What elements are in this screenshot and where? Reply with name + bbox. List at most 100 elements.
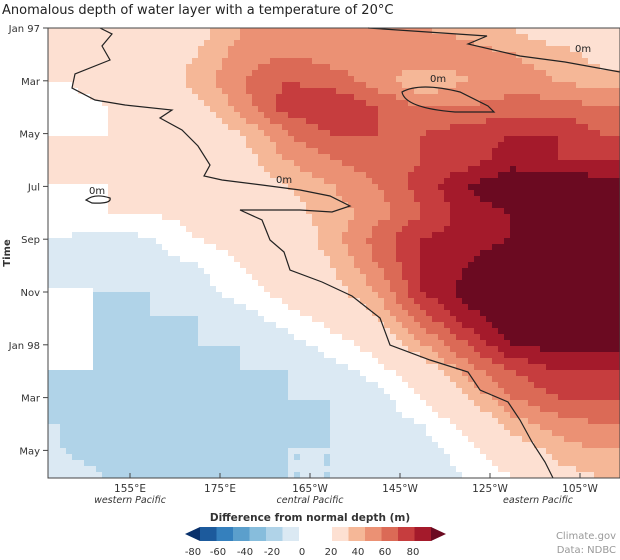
heatmap-cell bbox=[156, 142, 163, 149]
heatmap-cell bbox=[282, 52, 289, 59]
heatmap-cell bbox=[366, 184, 373, 191]
heatmap-cell bbox=[426, 58, 433, 65]
heatmap-cell bbox=[456, 172, 463, 179]
heatmap-cell bbox=[540, 226, 547, 233]
heatmap-cell bbox=[546, 118, 553, 125]
heatmap-cell bbox=[126, 28, 133, 35]
heatmap-cell bbox=[270, 304, 277, 311]
heatmap-cell bbox=[438, 280, 445, 287]
heatmap-cell bbox=[588, 214, 595, 221]
heatmap-cell bbox=[516, 226, 523, 233]
heatmap-cell bbox=[372, 280, 379, 287]
heatmap-cell bbox=[510, 238, 517, 245]
heatmap-cell bbox=[438, 46, 445, 53]
heatmap-cell bbox=[294, 136, 301, 143]
heatmap-cell bbox=[102, 328, 109, 335]
heatmap-cell bbox=[234, 268, 241, 275]
heatmap-cell bbox=[456, 286, 463, 293]
heatmap-cell bbox=[516, 106, 523, 113]
heatmap-cell bbox=[84, 280, 91, 287]
heatmap-cell bbox=[132, 226, 139, 233]
heatmap-cell bbox=[456, 46, 463, 53]
heatmap-cell bbox=[144, 190, 151, 197]
heatmap-cell bbox=[222, 208, 229, 215]
heatmap-cell bbox=[546, 196, 553, 203]
heatmap-cell bbox=[516, 322, 523, 329]
heatmap-cell bbox=[102, 262, 109, 269]
heatmap-cell bbox=[204, 142, 211, 149]
heatmap-cell bbox=[312, 136, 319, 143]
heatmap-cell bbox=[486, 256, 493, 263]
heatmap-cell bbox=[276, 232, 283, 239]
heatmap-cell bbox=[516, 178, 523, 185]
heatmap-cell bbox=[468, 142, 475, 149]
heatmap-cell bbox=[480, 292, 487, 299]
heatmap-cell bbox=[270, 94, 277, 101]
heatmap-cell bbox=[270, 124, 277, 131]
heatmap-cell bbox=[150, 262, 157, 269]
heatmap-cell bbox=[318, 118, 325, 125]
heatmap-cell bbox=[348, 112, 355, 119]
heatmap-cell bbox=[444, 322, 451, 329]
heatmap-cell bbox=[294, 298, 301, 305]
heatmap-cell bbox=[330, 64, 337, 71]
heatmap-cell bbox=[234, 118, 241, 125]
heatmap-cell bbox=[180, 52, 187, 59]
heatmap-cell bbox=[96, 232, 103, 239]
heatmap-cell bbox=[138, 310, 145, 317]
heatmap-cell bbox=[252, 124, 259, 131]
heatmap-cell bbox=[462, 322, 469, 329]
heatmap-cell bbox=[234, 124, 241, 131]
heatmap-cell bbox=[324, 76, 331, 83]
heatmap-cell bbox=[174, 142, 181, 149]
heatmap-cell bbox=[204, 190, 211, 197]
heatmap-cell bbox=[300, 106, 307, 113]
heatmap-cell bbox=[474, 154, 481, 161]
heatmap-cell bbox=[594, 280, 601, 287]
heatmap-cell bbox=[102, 82, 109, 89]
heatmap-cell bbox=[240, 226, 247, 233]
heatmap-cell bbox=[492, 118, 499, 125]
heatmap-cell bbox=[354, 94, 361, 101]
heatmap-cell bbox=[354, 196, 361, 203]
heatmap-cell bbox=[594, 238, 601, 245]
heatmap-cell bbox=[486, 100, 493, 107]
heatmap-cell bbox=[282, 130, 289, 137]
heatmap-cell bbox=[594, 82, 601, 89]
heatmap-cell bbox=[360, 310, 367, 317]
heatmap-cell bbox=[414, 280, 421, 287]
heatmap-cell bbox=[516, 304, 523, 311]
heatmap-cell bbox=[618, 250, 620, 257]
heatmap-cell bbox=[174, 70, 181, 77]
heatmap-cell bbox=[348, 298, 355, 305]
heatmap-cell bbox=[252, 52, 259, 59]
heatmap-cell bbox=[462, 160, 469, 167]
heatmap-cell bbox=[162, 130, 169, 137]
heatmap-cell bbox=[288, 250, 295, 257]
heatmap-cell bbox=[546, 268, 553, 275]
heatmap-cell bbox=[384, 58, 391, 65]
heatmap-cell bbox=[270, 106, 277, 113]
heatmap-cell bbox=[246, 142, 253, 149]
heatmap-cell bbox=[114, 262, 121, 269]
heatmap-cell bbox=[96, 40, 103, 47]
heatmap-cell bbox=[114, 274, 121, 281]
heatmap-cell bbox=[204, 124, 211, 131]
heatmap-cell bbox=[510, 148, 517, 155]
heatmap-cell bbox=[156, 154, 163, 161]
heatmap-cell bbox=[306, 118, 313, 125]
heatmap-cell bbox=[582, 328, 589, 335]
heatmap-cell bbox=[606, 334, 613, 341]
heatmap-cell bbox=[456, 334, 463, 341]
heatmap-cell bbox=[462, 286, 469, 293]
heatmap-cell bbox=[78, 166, 85, 173]
heatmap-cell bbox=[90, 274, 97, 281]
heatmap-cell bbox=[396, 184, 403, 191]
heatmap-cell bbox=[432, 304, 439, 311]
heatmap-cell bbox=[420, 202, 427, 209]
heatmap-cell bbox=[240, 310, 247, 317]
heatmap-cell bbox=[534, 214, 541, 221]
heatmap-cell bbox=[258, 94, 265, 101]
heatmap-cell bbox=[72, 262, 79, 269]
heatmap-cell bbox=[324, 304, 331, 311]
